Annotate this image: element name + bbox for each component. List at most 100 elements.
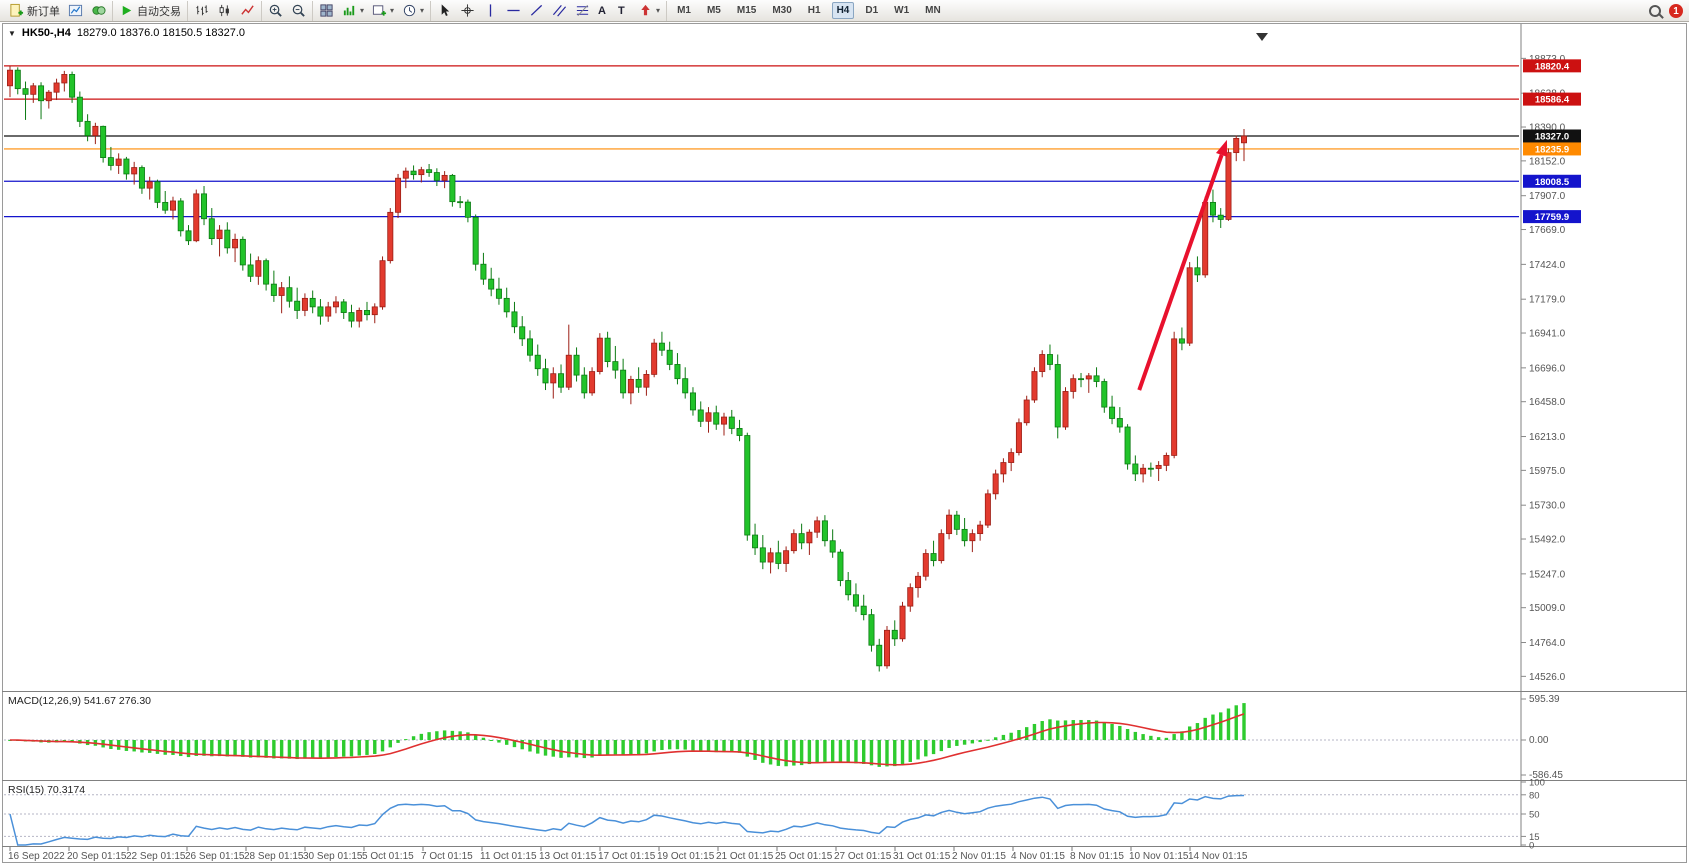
svg-text:16 Sep 2022: 16 Sep 2022 <box>8 851 65 862</box>
candle <box>682 378 689 394</box>
macd-bar <box>784 740 788 767</box>
timeframe-m15-button[interactable]: M15 <box>736 5 757 16</box>
candle <box>705 412 712 422</box>
macd-bar <box>846 740 850 763</box>
indicators-button[interactable]: ▾ <box>340 2 366 19</box>
cursor-button[interactable] <box>435 2 454 19</box>
candle <box>526 338 533 356</box>
candle <box>1209 201 1216 216</box>
candle <box>1155 464 1162 469</box>
candle <box>131 167 138 175</box>
horizontal-line-button[interactable] <box>504 2 523 19</box>
candle <box>138 167 145 189</box>
crosshair-button[interactable] <box>458 2 477 19</box>
toolbar-group-drawing: A T ▾ <box>431 0 668 21</box>
candle <box>1101 381 1108 408</box>
candle <box>596 337 603 372</box>
candle <box>472 216 479 265</box>
candle <box>689 392 696 411</box>
collapse-triangle-icon[interactable]: ▼ <box>8 28 16 38</box>
label-tool-button[interactable]: T <box>618 4 625 17</box>
auto-trading-button[interactable]: 自动交易 <box>117 2 183 20</box>
timeframe-h1-button[interactable]: H1 <box>807 5 821 16</box>
candle <box>627 378 634 394</box>
macd-bar <box>1118 725 1122 740</box>
rsi-panel <box>4 794 1519 846</box>
svg-text:19 Oct 01:15: 19 Oct 01:15 <box>657 851 715 862</box>
macd-bar <box>210 740 214 757</box>
line-chart-button[interactable] <box>238 2 257 19</box>
macd-bar <box>667 740 672 750</box>
candle <box>1093 375 1100 382</box>
timeframe-mn-button[interactable]: MN <box>925 5 941 16</box>
candle <box>30 85 37 95</box>
timeframe-h4-button[interactable]: H4 <box>831 2 855 19</box>
candle <box>1233 138 1240 154</box>
candle <box>829 540 836 553</box>
macd-bar <box>1024 727 1029 740</box>
charts-button[interactable] <box>66 2 85 19</box>
candle <box>1008 452 1015 463</box>
search-icon[interactable] <box>1649 5 1661 17</box>
macd-bar <box>264 740 268 758</box>
macd-indicator-label: MACD(12,26,9) 541.67 276.30 <box>8 695 152 707</box>
timeframe-d1-button[interactable]: D1 <box>865 5 879 16</box>
macd-bar <box>900 740 905 765</box>
text-tool-button[interactable]: A <box>598 4 606 17</box>
macd-bar <box>885 740 889 767</box>
candle <box>852 594 859 607</box>
macd-bar <box>1141 734 1145 740</box>
zoom-out-button[interactable] <box>289 2 308 19</box>
timeframe-m5-button[interactable]: M5 <box>706 5 721 16</box>
svg-text:30 Sep 01:15: 30 Sep 01:15 <box>303 851 363 862</box>
zoom-in-button[interactable] <box>266 2 285 19</box>
candle <box>969 533 976 542</box>
price-tag-18327.0: 18327.0 <box>1523 129 1581 143</box>
timeframe-m1-button[interactable]: M1 <box>677 5 691 16</box>
price-axis[interactable]: 18873.018628.018390.018152.017907.017669… <box>1521 54 1581 852</box>
time-axis[interactable]: 16 Sep 2022 20 Sep 01:15 22 Sep 01:15 26 Se… <box>8 847 1248 862</box>
candle <box>1015 422 1022 453</box>
candle <box>697 409 704 422</box>
vertical-line-button[interactable] <box>481 2 500 19</box>
candle <box>247 264 254 277</box>
macd-bar <box>380 740 385 752</box>
candle <box>387 211 394 262</box>
add-chart-icon <box>372 5 387 16</box>
channel-button[interactable] <box>550 2 569 19</box>
shapes-button[interactable]: ▾ <box>636 2 662 19</box>
candle <box>201 193 208 220</box>
candle <box>674 364 681 380</box>
candle <box>154 181 161 203</box>
bar-chart-button[interactable] <box>192 2 211 19</box>
new-order-icon <box>10 3 24 17</box>
candle <box>22 88 29 95</box>
svg-text:11 Oct 01:15: 11 Oct 01:15 <box>480 851 537 862</box>
candle <box>814 520 821 533</box>
candles <box>7 65 1248 672</box>
svg-text:50: 50 <box>1529 810 1540 821</box>
timeframe-m30-button[interactable]: M30 <box>772 5 792 16</box>
macd-bar <box>699 740 703 752</box>
fibonacci-button[interactable] <box>573 2 592 19</box>
trendline-button[interactable] <box>527 2 546 19</box>
timeframe-group: M1 M5 M15 M30 H1 H4 D1 W1 MN <box>667 1 951 21</box>
clock-button[interactable]: ▾ <box>400 2 426 19</box>
notification-badge[interactable]: 1 <box>1669 4 1683 18</box>
new-order-label: 新订单 <box>27 5 60 18</box>
candlestick-button[interactable] <box>215 2 234 19</box>
macd-bar <box>869 740 874 766</box>
timeframe-w1-button[interactable]: W1 <box>894 5 910 16</box>
tile-windows-button[interactable] <box>317 2 336 19</box>
macd-bar <box>683 740 687 750</box>
profiles-button[interactable] <box>89 2 108 19</box>
crosshair-icon <box>461 4 474 17</box>
new-order-button[interactable]: 新订单 <box>7 2 62 20</box>
candle <box>1078 378 1085 381</box>
add-chart-button[interactable]: ▾ <box>370 2 396 19</box>
trend-arrow[interactable] <box>1137 139 1228 391</box>
svg-text:17179.0: 17179.0 <box>1529 295 1566 306</box>
macd-bar <box>1211 714 1215 740</box>
candle <box>162 201 169 211</box>
